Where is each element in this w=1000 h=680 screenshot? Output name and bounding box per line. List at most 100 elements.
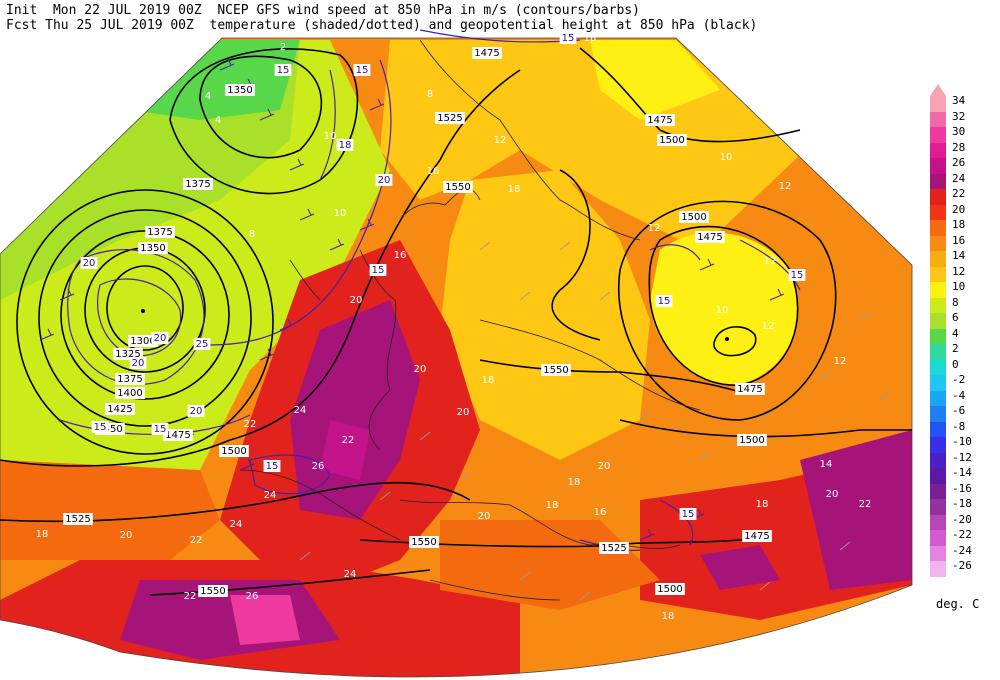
wind-barbs bbox=[39, 58, 785, 541]
temp-label: 12 bbox=[779, 181, 792, 192]
temp-label: 24 bbox=[264, 490, 277, 501]
scale-label: -22 bbox=[952, 528, 972, 541]
wind-label: 20 bbox=[83, 258, 96, 269]
scale-swatch bbox=[930, 282, 946, 298]
wind-label: 15 bbox=[94, 422, 107, 433]
scale-swatch bbox=[930, 483, 946, 499]
wind-barbs-grey bbox=[299, 241, 891, 601]
temp-label: 18 bbox=[36, 529, 49, 540]
scale-label: -6 bbox=[952, 404, 966, 417]
scale-swatch bbox=[930, 127, 946, 143]
scale-label: 28 bbox=[952, 140, 966, 154]
height-label-box bbox=[63, 513, 93, 525]
weather-map: 1475147515251500135013751375135013001325… bbox=[0, 29, 913, 678]
wind-label: 15 bbox=[682, 509, 695, 520]
height-label-box bbox=[472, 47, 502, 59]
temp-label: 12 bbox=[762, 321, 775, 332]
wind-label-box bbox=[187, 405, 205, 417]
temp-label: 20 bbox=[350, 295, 363, 306]
temp-label: 16 bbox=[427, 166, 440, 177]
height-label: 1425 bbox=[107, 404, 132, 415]
height-label: 1500 bbox=[659, 135, 684, 146]
temp-label: 24 bbox=[344, 569, 357, 580]
coastlines bbox=[239, 39, 701, 601]
height-label-box bbox=[655, 583, 685, 595]
temp-label: 16 bbox=[594, 507, 607, 518]
height-label: 1500 bbox=[657, 584, 682, 595]
temp-label: 16 bbox=[394, 250, 407, 261]
wind-label: 20 bbox=[132, 358, 145, 369]
scale-units: deg. C bbox=[936, 597, 980, 611]
temp-label: 12 bbox=[648, 223, 661, 234]
height-label: 1300 bbox=[130, 336, 155, 347]
height-label-box bbox=[183, 178, 213, 190]
height-label-layer: 1475147515251500135013751375135013001325… bbox=[63, 47, 772, 597]
temp-label: 4 bbox=[205, 91, 211, 102]
height-label: 1525 bbox=[437, 113, 462, 124]
scale-label: -8 bbox=[952, 419, 966, 433]
temp-label: 20 bbox=[120, 530, 133, 541]
pressure-centers bbox=[141, 309, 729, 341]
temp-label: 20 bbox=[598, 461, 611, 472]
height-label-box bbox=[198, 585, 228, 597]
temp-label: 12 bbox=[764, 256, 777, 267]
height-label: 1375 bbox=[185, 179, 210, 190]
temp-label: 24 bbox=[230, 519, 243, 530]
scale-swatch bbox=[930, 359, 946, 375]
height-label-box bbox=[735, 383, 765, 395]
scale-swatch bbox=[930, 514, 946, 530]
scale-swatch bbox=[930, 375, 946, 391]
temp-label: 18 bbox=[482, 375, 495, 386]
scale-label: 26 bbox=[952, 156, 966, 169]
height-label: 1550 bbox=[200, 586, 225, 597]
scale-label: 32 bbox=[952, 109, 966, 123]
scale-label: 34 bbox=[952, 94, 966, 107]
temp-label: 18 bbox=[568, 477, 581, 488]
scale-swatch bbox=[930, 390, 946, 406]
scale-swatch bbox=[930, 189, 946, 205]
wind-label-box bbox=[151, 332, 169, 344]
wind-label: 15 bbox=[372, 265, 385, 276]
height-label-box bbox=[138, 242, 168, 254]
height-label-box bbox=[435, 112, 465, 124]
temp-label: 26 bbox=[246, 591, 259, 602]
temp-label: 22 bbox=[184, 591, 197, 602]
temp-label: 24 bbox=[294, 405, 307, 416]
scale-swatch bbox=[930, 266, 946, 282]
scale-label: -26 bbox=[952, 559, 972, 572]
height-label: 1500 bbox=[221, 446, 246, 457]
temp-label: 26 bbox=[312, 461, 325, 472]
height-label: 1500 bbox=[681, 212, 706, 223]
header-init-line: Init Mon 22 JUL 2019 00Z NCEP GFS wind s… bbox=[6, 3, 640, 18]
height-label-box bbox=[599, 542, 629, 554]
height-label-box bbox=[645, 114, 675, 126]
scale-swatch bbox=[930, 344, 946, 360]
temp-label: 4 bbox=[215, 115, 221, 126]
scale-swatch bbox=[930, 545, 946, 561]
temp-label: 18 bbox=[662, 611, 675, 622]
scale-swatch bbox=[930, 158, 946, 174]
wind-label: 15 bbox=[154, 424, 167, 435]
wind-label: 20 bbox=[190, 406, 203, 417]
wind-label: 20 bbox=[378, 175, 391, 186]
scale-swatch bbox=[930, 220, 946, 236]
scale-swatch bbox=[930, 561, 946, 577]
wind-label-box bbox=[274, 64, 292, 76]
height-label: 1475 bbox=[474, 48, 499, 59]
scale-swatch bbox=[930, 96, 946, 112]
temp-label: 10 bbox=[720, 152, 733, 163]
temp-label: 20 bbox=[457, 407, 470, 418]
scale-label: 30 bbox=[952, 125, 966, 138]
height-label: 1350 bbox=[227, 85, 252, 96]
wind-label-box bbox=[129, 357, 147, 369]
height-label-box bbox=[679, 211, 709, 223]
wind-label-box bbox=[375, 174, 393, 186]
scale-label: -12 bbox=[952, 450, 972, 464]
scale-label: 16 bbox=[952, 233, 966, 247]
height-label: 1375 bbox=[147, 227, 172, 238]
temp-label: 8 bbox=[249, 229, 255, 240]
temp-label: 10 bbox=[334, 208, 347, 219]
scale-label: 4 bbox=[952, 326, 959, 340]
scale-swatch bbox=[930, 328, 946, 344]
